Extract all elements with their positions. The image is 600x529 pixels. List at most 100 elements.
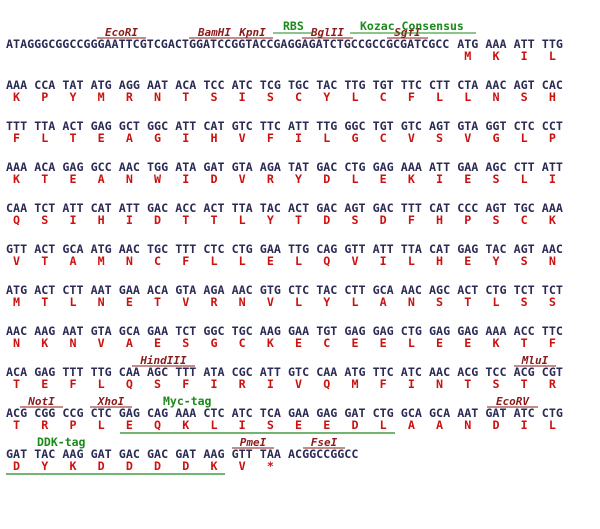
codon: GAC [316,160,337,174]
codon: CTT [344,283,365,297]
codon: GAT [344,406,365,420]
codon: TCG [260,78,281,92]
amino-acid: S [521,295,528,309]
amino-acid: T [13,418,20,432]
feature-label: Myc-tag [163,394,212,408]
amino-acid: A [126,336,133,350]
amino-acid: F [408,90,415,104]
amino-acid: T [521,336,528,350]
codon: GAT [485,406,506,420]
codon: ACC [175,201,196,215]
codon: ATT [260,365,281,379]
codon: GTA [457,119,478,133]
amino-acid: S [436,295,443,309]
amino-acid: F [182,254,189,268]
codon: ATT [119,201,140,215]
amino-acid: S [267,90,274,104]
amino-acid: K [210,459,217,473]
amino-acid: C [295,90,302,104]
codon: ATT [175,119,196,133]
amino-acid: R [549,377,557,391]
amino-acid: T [464,377,471,391]
amino-acid: D [126,459,133,473]
amino-acid: T [182,213,189,227]
codon: TAT [288,160,309,174]
codon: TTG [316,119,337,133]
codon: ACA [175,78,196,92]
enzyme-site: FseI [311,436,338,449]
codon: CAA [316,365,337,379]
codon: CCC [457,201,478,215]
codon: ACA [6,365,27,379]
amino-acid: T [41,254,48,268]
codon: AAA [401,160,422,174]
amino-acid: I [295,131,302,145]
amino-acid: N [69,336,76,350]
codon: AGT [485,201,506,215]
amino-acid: E [154,336,161,350]
codon: AAC [119,160,140,174]
amino-acid: K [13,90,20,104]
codon: GAG [316,406,337,420]
amino-acid: I [408,377,415,391]
enzyme-site: BamHI [197,26,231,39]
codon: TAA [260,447,281,461]
codon: TGT [373,78,394,92]
codon: TGC [288,78,309,92]
codon: GTC [232,119,253,133]
codon: CTG [232,242,253,256]
amino-acid: D [154,459,161,473]
codon: ACG [514,365,535,379]
codon: CTC [203,406,224,420]
amino-acid: A [69,254,76,268]
amino-acid: V [408,131,415,145]
amino-acid: S [154,377,161,391]
codon: ATT [288,119,309,133]
amino-acid: L [521,172,528,186]
codon: ACC [514,324,535,338]
codon: TGT [316,324,337,338]
amino-acid: S [521,254,528,268]
amino-acid: H [210,131,217,145]
amino-acid: D [182,459,189,473]
feature-label: RBS [283,19,304,33]
amino-acid: V [98,336,105,350]
codon: AGC [147,365,168,379]
amino-acid: K [41,336,48,350]
amino-acid: N [126,172,133,186]
codon: ATT [62,201,83,215]
codon: ATC [514,406,535,420]
codon: TTT [6,119,27,133]
codon: CAT [429,242,450,256]
codon: CTC [514,119,535,133]
amino-acid: F [182,377,189,391]
codon: CTG [542,406,563,420]
amino-acid: L [69,295,76,309]
amino-acid: R [41,418,49,432]
codon: TTC [542,324,563,338]
codon: GAG [34,365,55,379]
codon: TTA [232,201,253,215]
codon: TCC [485,365,506,379]
amino-acid: D [154,213,161,227]
codon: AGT [514,242,535,256]
codon: ATC [232,406,253,420]
amino-acid: V [239,459,246,473]
codon: ATC [232,78,253,92]
codon: GAA [119,283,140,297]
amino-acid: P [69,418,76,432]
amino-acid: D [98,459,105,473]
amino-acid: D [380,213,387,227]
amino-acid: K [492,336,499,350]
codon: CTG [344,160,365,174]
codon: CGT [542,365,563,379]
amino-acid: Y [267,213,274,227]
codon: AAT [457,406,478,420]
codon: AGT [344,201,365,215]
amino-acid: V [13,254,20,268]
amino-acid: E [267,254,274,268]
codon: AGT [514,78,535,92]
amino-acid: K [408,172,415,186]
codon: GAC [373,201,394,215]
amino-acid: L [41,131,48,145]
